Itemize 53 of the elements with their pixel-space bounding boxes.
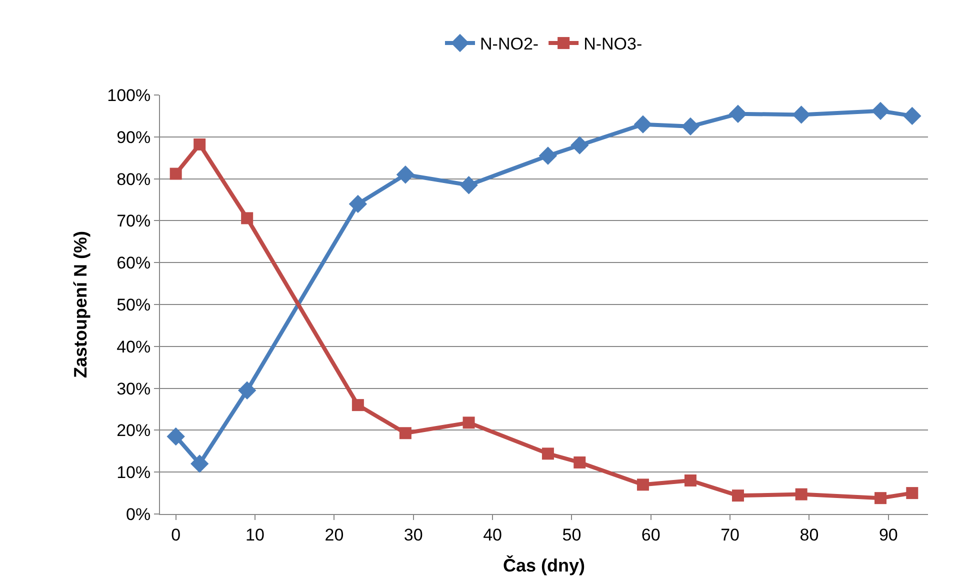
y-tick-label: 100% (107, 86, 151, 105)
point (732, 490, 744, 502)
y-tick-label: 10% (116, 463, 151, 482)
point (871, 102, 890, 120)
x-tick-label: 70 (720, 525, 740, 544)
y-tick-label: 60% (116, 254, 151, 273)
x-tick-label: 80 (800, 525, 819, 544)
point (396, 166, 415, 184)
x-tick-label: 20 (324, 525, 344, 544)
point (460, 176, 478, 194)
point (238, 381, 256, 400)
legend-label: N-NO2- (480, 34, 539, 54)
x-tick-label: 60 (641, 525, 660, 544)
x-tick-label: 10 (246, 525, 264, 544)
point (542, 448, 554, 460)
point (190, 454, 209, 473)
x-tick-label: 0 (171, 525, 181, 544)
y-tick-label: 40% (116, 337, 151, 356)
point (538, 146, 558, 165)
legend-label: N-NO3- (584, 34, 642, 54)
point (462, 416, 475, 429)
point (574, 456, 586, 468)
point (728, 104, 748, 123)
point (194, 138, 206, 150)
point (241, 212, 254, 224)
point (570, 136, 589, 154)
y-tick-label: 20% (116, 421, 151, 440)
point (166, 427, 185, 446)
y-tick-label: 0% (126, 504, 151, 524)
y-tick-label: 50% (116, 295, 151, 314)
point (684, 474, 696, 486)
x-tick-label: 90 (878, 525, 898, 544)
point (795, 488, 808, 500)
point (906, 487, 918, 500)
point (634, 115, 652, 134)
y-axis-title: Zastoupení N (%) (70, 230, 90, 378)
point (874, 492, 886, 504)
point (352, 399, 364, 412)
point (792, 106, 810, 124)
point (348, 194, 368, 214)
y-tick-label: 70% (116, 212, 151, 231)
point (636, 478, 649, 491)
point (170, 168, 182, 180)
y-tick-label: 90% (116, 128, 151, 147)
x-axis-title: Čas (dny) (502, 554, 586, 576)
point (681, 117, 700, 136)
x-tick-label: 50 (562, 525, 582, 544)
x-tick-label: 30 (404, 525, 423, 544)
y-tick-label: 80% (116, 170, 151, 189)
x-tick-label: 40 (483, 525, 502, 544)
point (399, 427, 412, 440)
y-tick-label: 30% (116, 379, 151, 398)
point (903, 106, 922, 126)
